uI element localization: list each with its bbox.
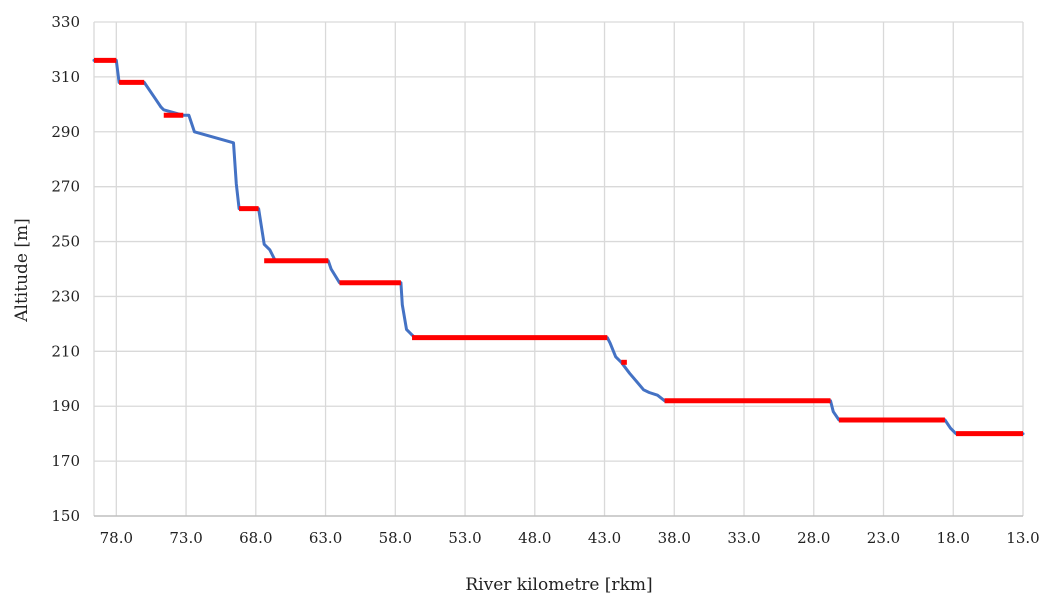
y-axis-title: Altitude [m] (12, 218, 32, 323)
x-tick-label: 43.0 (588, 529, 621, 547)
x-tick-label: 28.0 (797, 529, 830, 547)
x-tick-label: 53.0 (448, 529, 481, 547)
x-tick-label: 68.0 (239, 529, 272, 547)
x-tick-label: 78.0 (100, 529, 133, 547)
y-tick-label: 230 (51, 287, 80, 305)
x-tick-label: 18.0 (937, 529, 970, 547)
x-tick-label: 73.0 (169, 529, 202, 547)
y-tick-label: 310 (51, 68, 80, 86)
flat-reach-series (94, 57, 1023, 437)
y-tick-label: 250 (51, 233, 80, 251)
y-tick-label: 290 (51, 123, 80, 141)
x-axis-title: River kilometre [rkm] (465, 575, 652, 595)
x-tick-label: 38.0 (658, 529, 691, 547)
y-tick-label: 150 (51, 507, 80, 525)
profile-series (92, 58, 1025, 436)
profile-line (92, 58, 1025, 436)
y-tick-label: 170 (51, 452, 80, 470)
axes (93, 22, 1023, 517)
x-tick-label: 58.0 (379, 529, 412, 547)
y-tick-label: 330 (51, 13, 80, 31)
x-tick-label: 33.0 (727, 529, 760, 547)
tick-labels: 150 170 190 210 230 250 270 290 310 330 78.0 73.0 68… (51, 13, 1039, 547)
x-tick-label: 23.0 (867, 529, 900, 547)
x-tick-label: 63.0 (309, 529, 342, 547)
y-tick-label: 270 (51, 178, 80, 196)
x-tick-label: 13.0 (1006, 529, 1039, 547)
y-tick-label: 210 (51, 342, 80, 360)
x-tick-label: 48.0 (518, 529, 551, 547)
y-tick-label: 190 (51, 397, 80, 415)
